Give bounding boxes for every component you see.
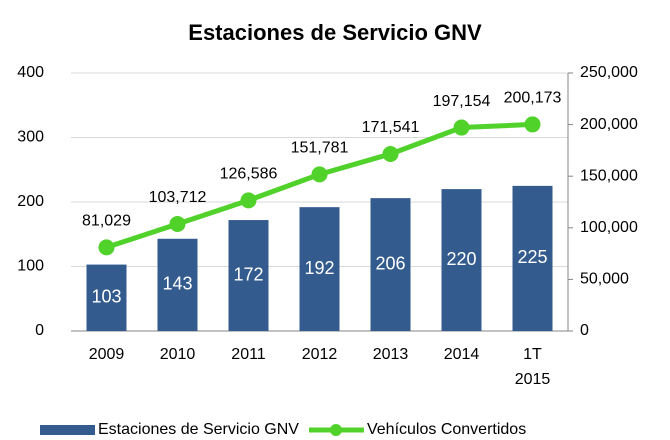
- bar-value-label: 192: [304, 258, 334, 278]
- line-marker: [311, 166, 328, 183]
- bar-value-label: 172: [233, 264, 263, 284]
- bar-value-label: 220: [446, 249, 476, 269]
- chart-title: Estaciones de Servicio GNV: [188, 20, 482, 45]
- bar: [86, 264, 127, 331]
- x-tick-label: 2011: [231, 346, 266, 363]
- line-value-label: 81,029: [82, 213, 131, 230]
- x-tick-label: 2012: [302, 346, 338, 363]
- legend-label: Estaciones de Servicio GNV: [98, 421, 299, 438]
- line-marker: [98, 239, 115, 256]
- line-marker: [240, 192, 257, 209]
- bar-value-label: 206: [375, 253, 405, 273]
- line-marker: [382, 145, 399, 162]
- line-value-label: 200,173: [504, 90, 562, 107]
- x-tick-label: 2014: [444, 346, 480, 363]
- y2-tick-label: 0: [580, 322, 589, 339]
- bar: [228, 220, 269, 331]
- bar: [370, 198, 411, 331]
- line-value-label: 103,712: [149, 189, 207, 206]
- y2-tick-label: 250,000: [580, 64, 638, 81]
- bar-value-label: 225: [517, 247, 547, 267]
- bar: [441, 189, 482, 331]
- line-value-label: 126,586: [220, 166, 278, 183]
- line-value-label: 171,541: [362, 119, 420, 136]
- bar: [512, 185, 553, 331]
- y-tick-label: 0: [35, 322, 44, 339]
- x-tick-label: 2010: [160, 346, 196, 363]
- legend-swatch-marker: [329, 424, 342, 436]
- line-value-label: 197,154: [433, 93, 491, 110]
- x-tick-label: 2009: [89, 346, 125, 363]
- y2-tick-label: 100,000: [580, 219, 638, 236]
- bar-value-label: 143: [162, 274, 192, 294]
- legend-swatch: [40, 425, 95, 435]
- y-tick-label: 200: [17, 193, 44, 210]
- y-tick-label: 300: [17, 129, 44, 146]
- bar-value-label: 103: [91, 287, 121, 307]
- x-tick-label: 2013: [373, 346, 409, 363]
- y-tick-label: 100: [17, 258, 44, 275]
- line-marker: [524, 116, 541, 133]
- bar: [157, 238, 198, 331]
- y2-tick-label: 200,000: [580, 116, 638, 133]
- y2-tick-label: 150,000: [580, 167, 638, 184]
- legend-label: Vehículos Convertidos: [367, 421, 526, 438]
- bar: [299, 207, 340, 331]
- x-tick-label: 1T 2015: [515, 346, 551, 388]
- line-marker: [169, 215, 186, 232]
- line-marker: [453, 119, 470, 136]
- y2-tick-label: 50,000: [580, 271, 629, 288]
- y-tick-label: 400: [17, 64, 44, 81]
- line-value-label: 151,781: [291, 140, 349, 157]
